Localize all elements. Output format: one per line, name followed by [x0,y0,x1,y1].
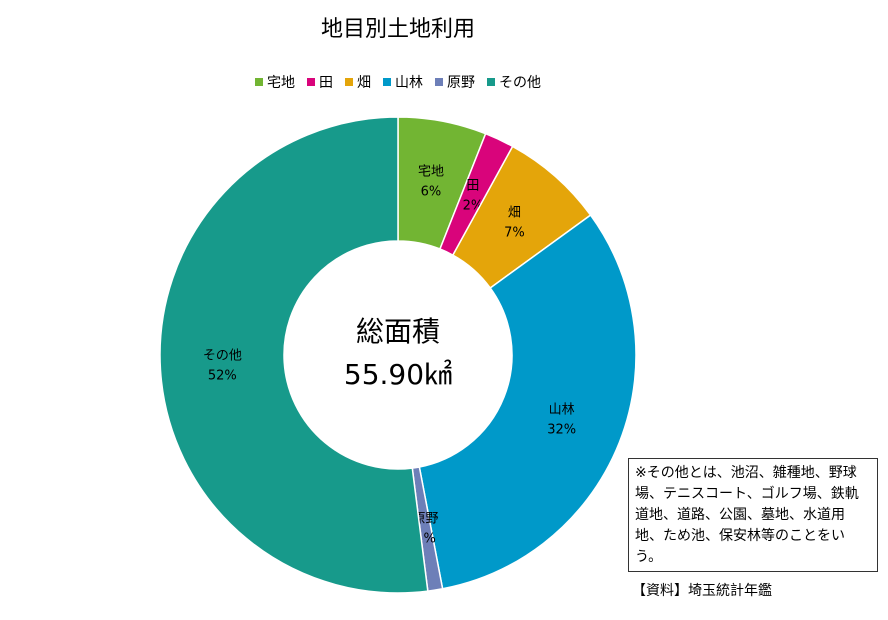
center-title: 総面積 [356,315,440,348]
chart-title: 地目別土地利用 [321,17,475,42]
slice-value: 52% [208,369,237,384]
legend: 宅地 田 畑 山林 原野 その他 [255,75,541,91]
slice-label: 田 [466,178,479,193]
slice-value: 6% [421,185,442,200]
legend-label: 畑 [357,75,371,91]
legend-swatch [383,78,391,86]
legend-label: その他 [499,75,541,91]
legend-swatch [435,78,443,86]
slice [159,116,429,594]
legend-swatch [255,78,263,86]
note: ※その他とは、池沼、雑種地、野球場、テニスコート、ゴルフ場、鉄軌道地、道路、公園… [628,458,878,572]
slice-label: 宅地 [418,165,444,180]
slice-label: その他 [203,349,242,364]
legend-item: 田 [307,75,333,91]
legend-label: 田 [319,75,333,91]
center-value: 55.90㎢ [344,358,452,391]
legend-swatch [307,78,315,86]
slice-label: 畑 [508,205,521,220]
slice-value: 32% [547,422,576,437]
legend-label: 宅地 [267,75,295,91]
slice-value: 7% [504,225,525,240]
slice [418,214,637,590]
slice-label: 山林 [549,402,575,417]
source: 【資料】埼玉統計年鑑 [632,583,772,599]
legend-label: 山林 [395,75,423,91]
legend-item: その他 [487,75,541,91]
legend-label: 原野 [447,75,475,91]
legend-swatch [487,78,495,86]
legend-item: 宅地 [255,75,295,91]
legend-swatch [345,78,353,86]
legend-item: 山林 [383,75,423,91]
legend-item: 原野 [435,75,475,91]
legend-item: 畑 [345,75,371,91]
